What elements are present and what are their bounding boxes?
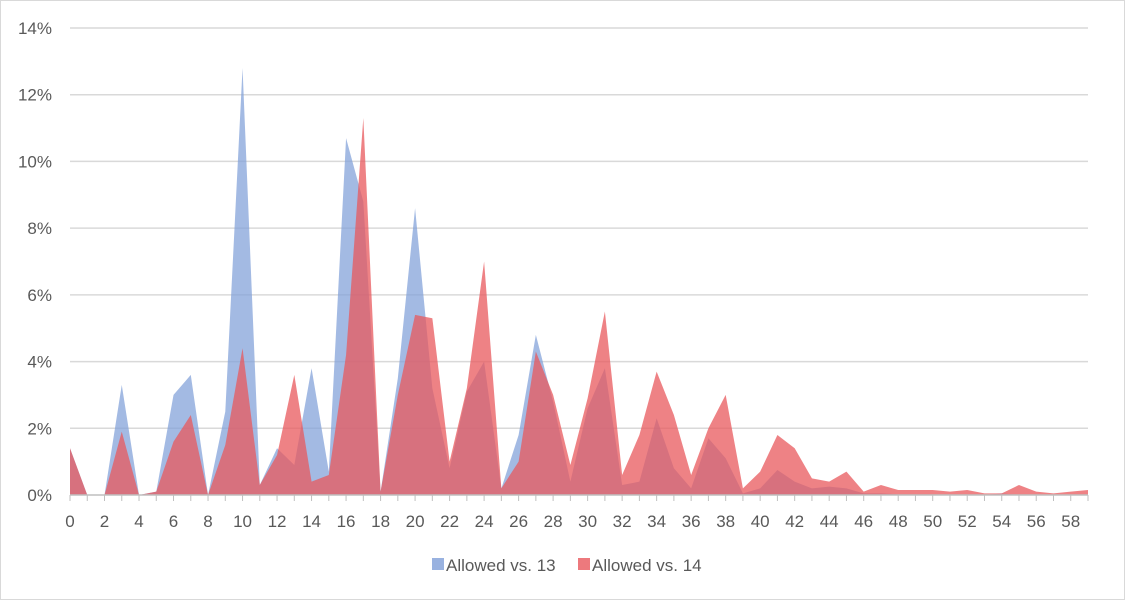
y-tick-label: 8%: [27, 219, 52, 238]
x-tick-label: 56: [1027, 512, 1046, 531]
x-tick-label: 26: [509, 512, 528, 531]
x-tick-label: 16: [337, 512, 356, 531]
x-tick-label: 6: [169, 512, 178, 531]
x-tick-label: 12: [268, 512, 287, 531]
x-tick-label: 32: [613, 512, 632, 531]
x-tick-label: 8: [203, 512, 212, 531]
x-tick-label: 46: [854, 512, 873, 531]
legend-label: Allowed vs. 14: [592, 556, 702, 575]
x-tick-label: 42: [785, 512, 804, 531]
series-area-1: [70, 68, 1088, 495]
x-tick-label: 24: [475, 512, 494, 531]
x-tick-label: 30: [578, 512, 597, 531]
x-tick-label: 40: [751, 512, 770, 531]
x-tick-label: 10: [233, 512, 252, 531]
x-tick-label: 44: [820, 512, 839, 531]
x-tick-label: 36: [682, 512, 701, 531]
x-tick-label: 4: [134, 512, 143, 531]
x-tick-label: 58: [1061, 512, 1080, 531]
y-tick-label: 2%: [27, 419, 52, 438]
x-tick-label: 20: [406, 512, 425, 531]
y-tick-label: 0%: [27, 486, 52, 505]
x-tick-label: 22: [440, 512, 459, 531]
y-tick-label: 14%: [18, 19, 52, 38]
x-tick-label: 28: [544, 512, 563, 531]
x-tick-label: 2: [100, 512, 109, 531]
y-tick-label: 4%: [27, 353, 52, 372]
y-tick-label: 10%: [18, 152, 52, 171]
legend-label: Allowed vs. 13: [446, 556, 556, 575]
x-tick-label: 50: [923, 512, 942, 531]
x-tick-label: 52: [958, 512, 977, 531]
y-tick-label: 6%: [27, 286, 52, 305]
series-area-2: [70, 118, 1088, 495]
y-tick-label: 12%: [18, 86, 52, 105]
x-tick-label: 34: [647, 512, 666, 531]
x-tick-label: 48: [889, 512, 908, 531]
x-tick-label: 38: [716, 512, 735, 531]
x-tick-label: 0: [65, 512, 74, 531]
x-tick-label: 54: [992, 512, 1011, 531]
x-tick-label: 14: [302, 512, 321, 531]
legend-swatch: [432, 558, 444, 570]
x-tick-label: 18: [371, 512, 390, 531]
legend-swatch: [578, 558, 590, 570]
